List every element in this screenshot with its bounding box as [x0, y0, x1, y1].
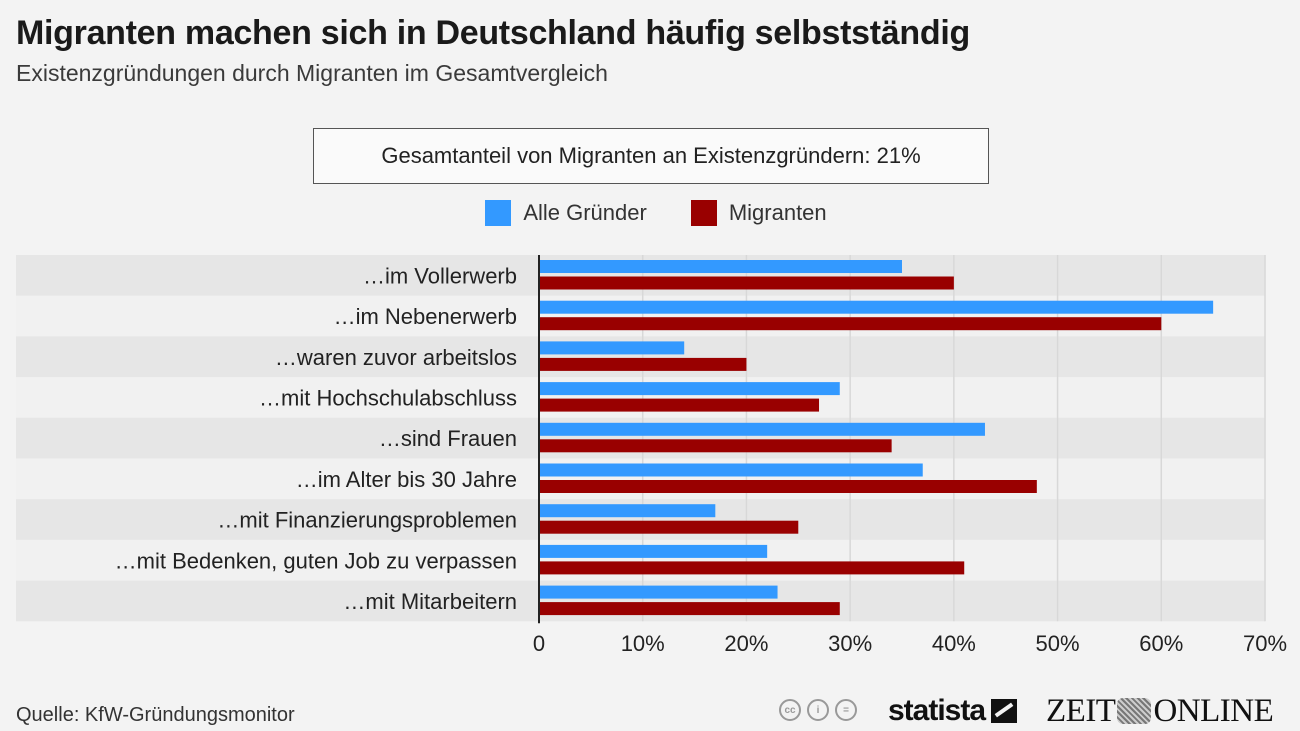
bar-alle-gruender [539, 504, 716, 518]
license-icons: cc i = [779, 699, 857, 721]
x-tick-label: 0 [533, 631, 545, 656]
legend-label-migranten: Migranten [728, 200, 827, 225]
bar-alle-gruender [539, 585, 778, 599]
category-label: …mit Bedenken, guten Job zu verpassen [115, 548, 517, 573]
bar-alle-gruender [539, 422, 985, 436]
category-label: …im Alter bis 30 Jahre [296, 467, 517, 492]
category-label: …mit Mitarbeitern [343, 589, 517, 614]
source-label: Quelle: KfW-Gründungsmonitor [16, 704, 295, 726]
category-label: …sind Frauen [379, 426, 517, 451]
x-tick-label: 70% [1243, 631, 1287, 656]
x-tick-label: 40% [932, 631, 976, 656]
bar-migranten [539, 520, 799, 534]
statista-mark-icon [991, 699, 1018, 723]
bar-migranten [539, 602, 840, 616]
bar-alle-gruender [539, 260, 902, 273]
legend-item-alle-gruender: Alle Gründer [485, 200, 647, 226]
bar-migranten [539, 276, 954, 290]
zeit-online-logo: ZEIT ONLINE [1046, 693, 1274, 730]
zeit-wordmark-left: ZEIT [1046, 693, 1116, 729]
bar-migranten [539, 561, 965, 575]
statista-wordmark: statista [888, 694, 986, 727]
category-label: …waren zuvor arbeitslos [275, 345, 517, 370]
bar-alle-gruender [539, 341, 685, 355]
x-tick-label: 30% [828, 631, 872, 656]
chart-title: Migranten machen sich in Deutschland häu… [16, 14, 970, 52]
bar-alle-gruender [539, 463, 923, 477]
x-tick-label: 20% [724, 631, 768, 656]
category-label: …mit Hochschulabschluss [259, 385, 517, 410]
x-tick-label: 50% [1036, 631, 1080, 656]
zeit-wordmark-right: ONLINE [1153, 693, 1274, 729]
statista-logo: statista [888, 694, 1018, 728]
bar-migranten [539, 317, 1162, 331]
total-share-note: Gesamtanteil von Migranten an Existenzgr… [313, 128, 989, 184]
category-label: …im Nebenerwerb [334, 304, 517, 329]
cc-icon: cc [779, 699, 801, 721]
nd-icon: = [835, 699, 857, 721]
total-share-text: Gesamtanteil von Migranten an Existenzgr… [381, 143, 921, 168]
bar-migranten [539, 480, 1037, 493]
bar-migranten [539, 357, 747, 371]
bar-migranten [539, 439, 892, 453]
legend-swatch-alle-gruender [485, 200, 512, 226]
x-tick-label: 10% [621, 631, 665, 656]
bar-alle-gruender [539, 382, 840, 396]
legend-swatch-migranten [690, 200, 717, 226]
category-label: …mit Finanzierungsproblemen [217, 508, 517, 533]
legend-label-alle-gruender: Alle Gründer [523, 200, 647, 225]
bar-migranten [539, 398, 820, 412]
x-tick-label: 60% [1139, 631, 1183, 656]
legend: Alle Gründer Migranten [0, 200, 1300, 226]
chart-subtitle: Existenzgründungen durch Migranten im Ge… [16, 60, 608, 86]
bar-alle-gruender [539, 544, 768, 558]
by-icon: i [807, 699, 829, 721]
bar-alle-gruender [539, 300, 1214, 314]
category-label: …im Vollerwerb [363, 263, 517, 288]
legend-item-migranten: Migranten [690, 200, 827, 226]
zeit-crest-icon [1117, 698, 1152, 724]
